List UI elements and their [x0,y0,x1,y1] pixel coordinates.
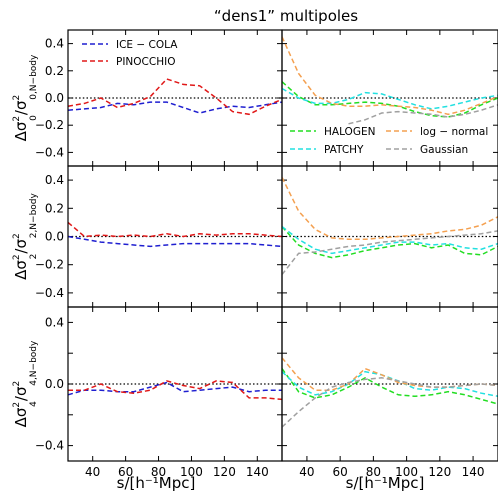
figure-title: “dens1” multipoles [214,7,358,25]
series-line-patchy [281,87,498,110]
series-line-halogen [281,368,498,405]
legend-label: log − normal [420,126,488,138]
x-tick-label: 120 [428,465,451,479]
series-line-ice-cola [67,235,283,248]
x-tick-label: 100 [395,465,418,479]
panel-r2c1: 40 60 80 100 120 140 [281,306,498,479]
y-tick-label: 0.2 [45,201,64,215]
x-tick-label: 60 [333,465,348,479]
x-tick-label: 40 [85,465,100,479]
legend-label: Gaussian [420,144,468,156]
series-line-pinocchio [67,78,283,116]
y-tick-label: 0.4 [45,37,64,51]
x-axis-label-right: s/[h⁻¹Mpc] [346,474,425,492]
series-line-ice-cola [67,101,283,114]
y-tick-label: −0.2 [35,118,64,132]
series-line-halogen [281,226,498,259]
y-tick-label: 0.4 [45,315,64,329]
legend-label: PATCHY [324,144,364,156]
series-line-pinocchio [68,380,283,401]
series-line-gaussian [281,377,498,428]
x-tick-label: 60 [118,465,133,479]
y-tick-label: −0.4 [35,439,64,453]
y-tick-label: −0.4 [35,145,64,159]
y-tick-label: −0.4 [35,286,64,300]
x-tick-label: 100 [180,465,203,479]
y-tick-label: 0.4 [45,173,64,187]
series-line-log-normal [281,357,498,391]
x-tick-label: 140 [462,465,485,479]
legend: HALOGEN log − normal PATCHY Gaussian [290,126,488,156]
series-line-ice-cola [67,381,282,396]
y-axis-label: Δσ2 0/σ2 0,N−body [12,54,39,141]
panel-r1c0: −0.4 −0.2 0.0 0.2 0.4 [35,165,283,308]
legend-label: HALOGEN [324,126,375,138]
x-tick-label: 80 [366,465,381,479]
series-line-patchy [281,226,498,255]
y-tick-label: −0.2 [35,258,64,272]
panel-r2c0: 40 60 80 100 120 140 −0.4 0.0 0.4 [35,306,283,479]
x-tick-label: 120 [213,465,236,479]
legend: ICE − COLA PINOCCHIO [82,39,178,68]
series-line-gaussian [348,104,498,125]
y-axis-label: Δσ2 4/σ2 4,N−body [12,340,39,427]
plot-area: −0.4 −0.2 0.0 0.2 0.4 −0.4 −0.2 0.0 0.2 0.4 40 60 80… [12,29,498,479]
y-tick-label: 0.0 [45,377,64,391]
panel-r0c1 [281,29,498,167]
series-line-pinocchio [67,221,283,238]
y-tick-label: 0.0 [45,230,64,244]
y-axis-label: Δσ2 2/σ2 2,N−body [12,192,39,279]
panel-frame [281,306,498,462]
legend-label: PINOCCHIO [116,56,175,68]
series-line-log-normal [281,36,498,116]
y-tick-label: 0.2 [45,64,64,78]
series-line-log-normal [281,176,498,241]
y-tick-label: 0.0 [45,91,64,105]
x-tick-label: 140 [246,465,269,479]
x-tick-label: 80 [151,465,166,479]
x-tick-label: 40 [299,465,314,479]
x-axis-label-left: s/[h⁻¹Mpc] [117,474,196,492]
legend-label: ICE − COLA [116,39,178,51]
panel-r1c1 [281,165,498,308]
